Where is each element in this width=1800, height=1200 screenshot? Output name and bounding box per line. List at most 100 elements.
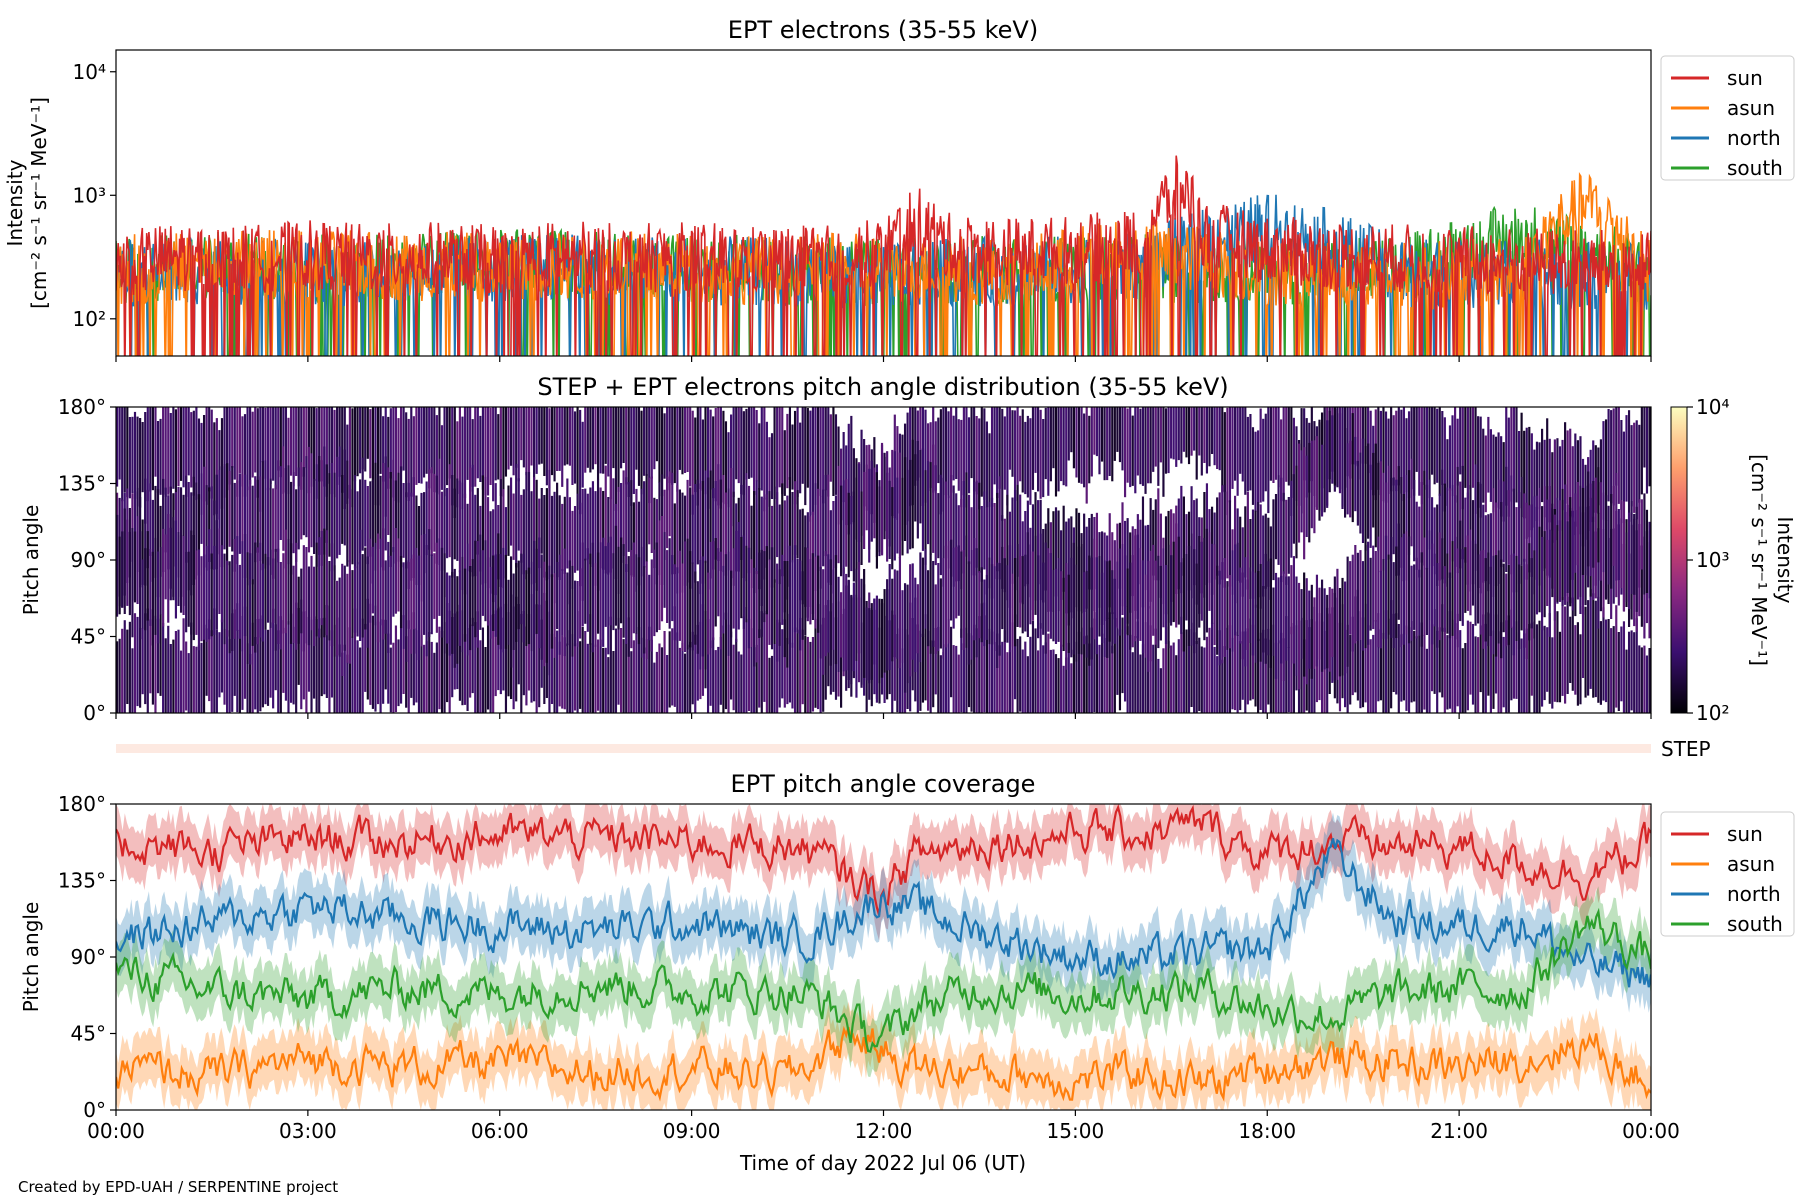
pad-cell-south	[1497, 550, 1500, 644]
pad-cell-sun	[310, 407, 313, 487]
pad-cell-south	[852, 582, 855, 672]
pad-cell-south	[1195, 563, 1198, 645]
pad-cell-asun	[793, 627, 797, 713]
pad-cell-north	[197, 494, 201, 576]
pad-cell-south	[174, 520, 178, 619]
pad-cell-south	[696, 581, 699, 654]
pad-cell-asun	[1228, 625, 1232, 713]
pad-cell-south	[612, 553, 615, 631]
pad-cell-south	[1241, 572, 1244, 660]
pad-cell-south	[1095, 557, 1099, 655]
pad-cell-north	[520, 494, 523, 563]
pad-cell-south	[1349, 561, 1352, 635]
pad-cell-asun	[443, 622, 446, 713]
pad-cell-north	[494, 483, 497, 596]
pad-cell-sun	[993, 407, 996, 485]
pad-cell-sun	[1540, 428, 1544, 503]
pad-cell-south	[776, 563, 779, 662]
pad-cell-north	[763, 497, 766, 580]
pad-cell-south	[185, 552, 188, 633]
pad-cell-north	[1144, 525, 1147, 591]
pad-cell-sun	[382, 416, 385, 482]
pad-cell-south	[1126, 568, 1129, 636]
pad-cell-sun	[1098, 407, 1101, 475]
pad-cell-asun	[1400, 634, 1403, 702]
pad-cell-sun	[924, 409, 927, 503]
pad-cell-south	[197, 549, 201, 651]
pad-cell-sun	[1195, 407, 1198, 480]
pad-cell-south	[827, 554, 830, 653]
pad-cell-sun	[174, 409, 178, 510]
pad-cell-asun	[1277, 640, 1280, 713]
pad-cell-sun	[1423, 407, 1426, 485]
pad-cell-south	[451, 571, 454, 654]
pad-cell-asun	[655, 651, 658, 713]
pad-cell-sun	[809, 410, 812, 522]
pad-cell-south	[586, 548, 589, 632]
pad-cell-south	[1047, 548, 1050, 632]
pad-cell-asun	[1571, 597, 1574, 691]
pad-cell-asun	[348, 627, 351, 713]
pad-cell-south	[284, 529, 288, 634]
pad-cell-north	[909, 459, 912, 550]
pad-cell-north	[883, 452, 886, 540]
pad-cell-south	[277, 548, 280, 644]
pad-cell-north	[1512, 488, 1516, 593]
pad-cell-south	[1635, 506, 1638, 612]
pad-cell-north	[289, 481, 293, 575]
pad-cell-sun	[297, 407, 300, 487]
pad-cell-north	[1597, 528, 1600, 629]
pad-cell-sun	[233, 407, 236, 480]
pad-cell-asun	[586, 643, 589, 713]
pad-cell-south	[1617, 509, 1620, 581]
coverage-series-group	[116, 804, 1651, 1110]
pad-cell-north	[1308, 442, 1311, 543]
pad-cell-sun	[1354, 407, 1357, 465]
pad-cell-asun	[412, 612, 415, 706]
pad-cell-north	[348, 484, 351, 563]
pad-cell-south	[1505, 573, 1508, 647]
pad-cell-sun	[139, 418, 142, 508]
pad-cell-south	[1500, 559, 1503, 659]
pad-cell-south	[1098, 556, 1101, 637]
pad-cell-north	[543, 495, 546, 578]
pad-cell-south	[1198, 536, 1201, 628]
pad-cell-asun	[1049, 649, 1052, 713]
pad-cell-north	[832, 501, 835, 594]
pad-cell-north	[1019, 494, 1022, 603]
colorbar-tick-label: 10³	[1696, 548, 1729, 572]
pad-cell-sun	[650, 407, 653, 479]
pad-cell-asun	[1216, 656, 1219, 713]
pad-cell-north	[1060, 530, 1063, 600]
pad-cell-north	[382, 463, 385, 571]
pad-cell-north	[573, 506, 577, 573]
pad-cell-asun	[678, 647, 681, 713]
pad-cell-south	[1185, 554, 1188, 621]
pad-cell-asun	[773, 643, 776, 713]
pad-cell-asun	[970, 635, 973, 712]
pad-cell-sun	[399, 407, 403, 473]
pad-cell-north	[1259, 504, 1262, 609]
pad-cell-south	[361, 554, 364, 638]
pad-cell-asun	[934, 628, 937, 695]
pad-cell-asun	[1136, 621, 1139, 713]
pad-cell-south	[829, 559, 832, 666]
pad-cell-asun	[197, 645, 201, 713]
pad-cell-sun	[1620, 420, 1623, 510]
pad-cell-south	[1121, 544, 1124, 615]
pad-cell-south	[220, 545, 224, 623]
pad-cell-sun	[822, 407, 825, 504]
pad-cell-asun	[1080, 627, 1083, 713]
pad-cell-asun	[799, 617, 802, 713]
pad-cell-asun	[1226, 627, 1229, 713]
pad-cell-asun	[614, 628, 618, 713]
pad-cell-sun	[241, 416, 244, 487]
pad-cell-north	[1543, 486, 1546, 569]
pad-cell-north	[617, 486, 620, 594]
pad-cell-asun	[1300, 617, 1303, 713]
pad-cell-asun	[389, 647, 392, 713]
pad-cell-asun	[901, 648, 904, 713]
pad-cell-asun	[579, 641, 582, 709]
